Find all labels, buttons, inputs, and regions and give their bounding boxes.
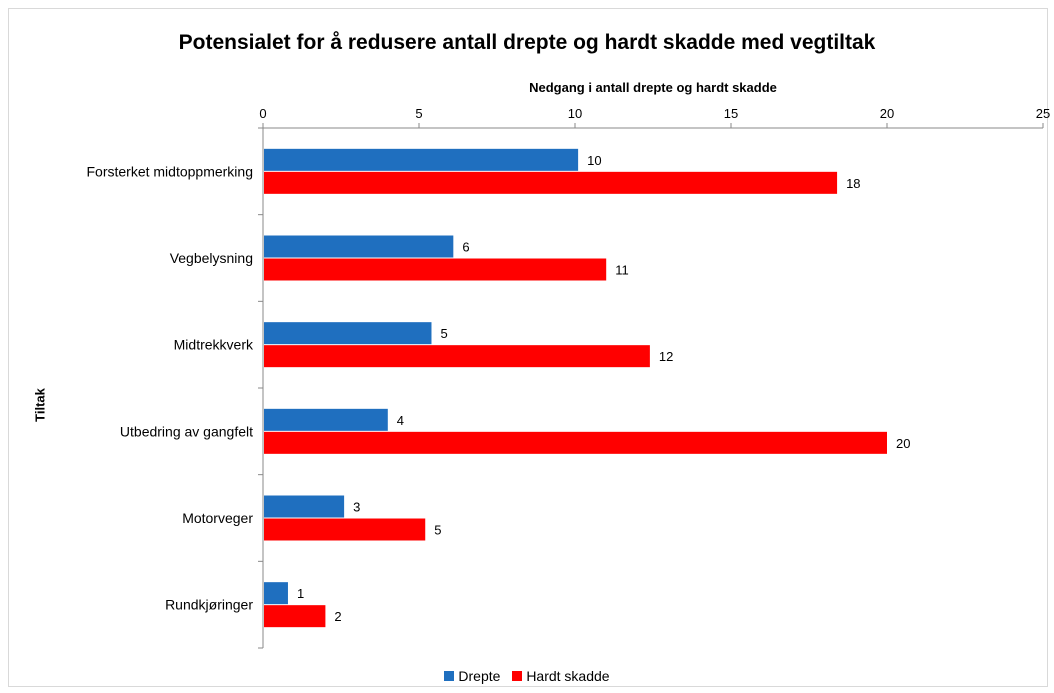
data-label-hardt-skadde: 2 (334, 609, 341, 624)
data-label-hardt-skadde: 5 (434, 523, 441, 538)
legend-label-drepte: Drepte (458, 668, 500, 684)
data-label-drepte: 6 (462, 240, 469, 255)
legend-swatch-drepte (444, 671, 454, 681)
bar-drepte (264, 582, 288, 604)
bar-hardt-skadde (264, 259, 606, 281)
x-tick-label: 5 (415, 106, 422, 121)
bar-hardt-skadde (264, 605, 325, 627)
bar-hardt-skadde (264, 519, 425, 541)
legend-item-drepte: Drepte (444, 668, 500, 684)
bar-drepte (264, 149, 578, 171)
category-label: Forsterket midtoppmerking (86, 163, 253, 179)
category-label: Utbedring av gangfelt (120, 423, 253, 439)
category-label: Rundkjøringer (165, 597, 253, 613)
data-label-drepte: 1 (297, 586, 304, 601)
data-label-drepte: 3 (353, 500, 360, 515)
data-label-hardt-skadde: 11 (615, 263, 629, 278)
legend-swatch-hardt-skadde (512, 671, 522, 681)
legend-item-hardt-skadde: Hardt skadde (512, 668, 609, 684)
x-tick-label: 15 (724, 106, 738, 121)
category-label: Midtrekkverk (174, 337, 254, 353)
data-label-hardt-skadde: 20 (896, 436, 910, 451)
x-tick-label: 0 (259, 106, 266, 121)
bar-hardt-skadde (264, 432, 887, 454)
x-tick-label: 25 (1036, 106, 1050, 121)
bar-drepte (264, 236, 453, 258)
bar-hardt-skadde (264, 172, 837, 194)
data-label-drepte: 4 (397, 413, 404, 428)
data-label-drepte: 10 (587, 153, 601, 168)
data-label-drepte: 5 (440, 326, 447, 341)
data-label-hardt-skadde: 12 (659, 349, 673, 364)
x-tick-label: 10 (568, 106, 582, 121)
data-label-hardt-skadde: 18 (846, 176, 860, 191)
category-label: Vegbelysning (170, 250, 253, 266)
bar-drepte (264, 496, 344, 518)
bar-drepte (264, 409, 388, 431)
legend: Drepte Hardt skadde (0, 668, 1054, 684)
category-label: Motorveger (182, 510, 253, 526)
bar-hardt-skadde (264, 345, 650, 367)
legend-label-hardt-skadde: Hardt skadde (526, 668, 609, 684)
x-tick-label: 20 (880, 106, 894, 121)
bar-drepte (264, 322, 431, 344)
